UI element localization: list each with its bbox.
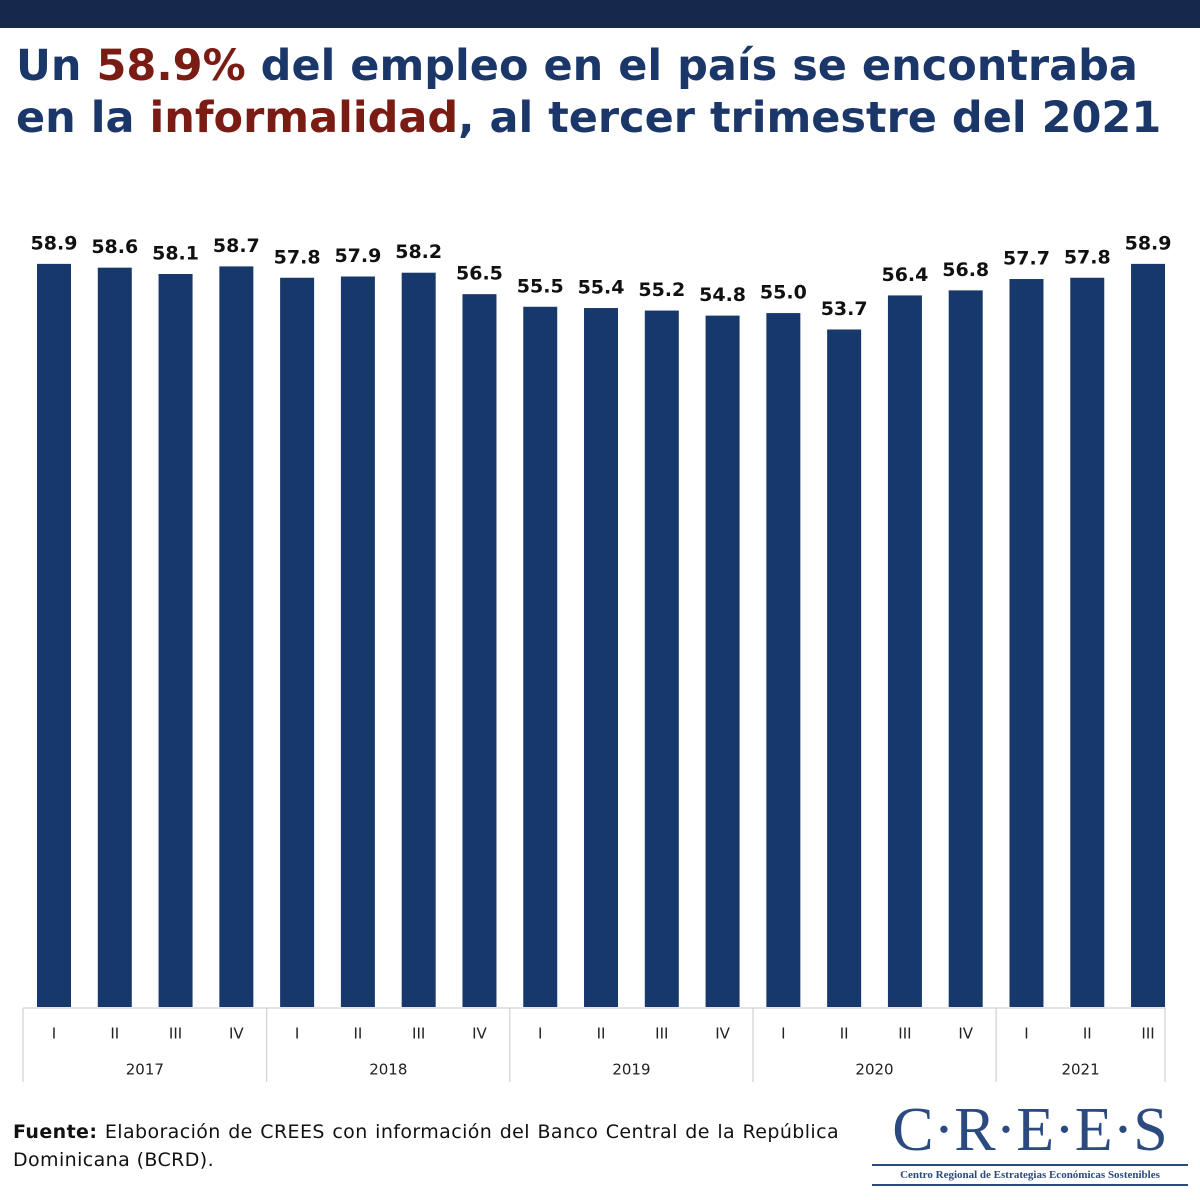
bar [1009,279,1044,1008]
group-label: 2017 [126,1061,164,1079]
bar [158,273,193,1007]
x-tick-label: III [1141,1025,1154,1043]
x-tick-label: III [412,1025,425,1043]
title-part: Un [16,41,97,91]
bar [948,290,983,1008]
x-tick-label: I [1024,1025,1028,1043]
bar [644,310,679,1007]
value-label: 58.1 [152,242,199,264]
source-label: Fuente: [13,1121,98,1143]
x-tick-label: IV [229,1025,244,1043]
value-label: 57.7 [1003,248,1050,270]
value-label: 58.9 [1125,232,1172,254]
value-label: 58.7 [213,235,260,257]
value-label: 55.4 [578,277,625,299]
group-label: 2020 [855,1061,893,1079]
bar [97,267,132,1007]
source-text: Elaboración de CREES con información del… [13,1121,839,1171]
logo-tagline: Centro Regional de Estrategias Económica… [872,1164,1188,1186]
value-label: 56.4 [881,264,928,286]
title-part: 58.9% [96,41,246,91]
value-label: 58.6 [91,236,138,258]
x-tick-label: II [1083,1025,1092,1043]
bar [340,276,375,1007]
value-label: 54.8 [699,284,746,306]
group-label: 2018 [369,1061,407,1079]
bar [705,315,740,1007]
x-tick-label: IV [472,1025,487,1043]
group-label: 2019 [612,1061,650,1079]
x-tick-label: III [169,1025,182,1043]
value-label: 55.0 [760,282,807,304]
value-label: 53.7 [821,298,868,320]
value-label: 58.9 [31,232,78,254]
top-band [0,0,1200,28]
x-tick-label: II [353,1025,362,1043]
bar [1131,263,1166,1008]
x-tick-label: I [52,1025,56,1043]
value-label: 57.9 [334,245,381,267]
logo: C·R·E·E·S Centro Regional de Estrategias… [872,1098,1188,1186]
bar [401,272,436,1008]
bar [219,266,254,1007]
x-tick-label: I [538,1025,542,1043]
value-label: 57.8 [1064,246,1111,268]
bar [462,294,497,1007]
x-tick-label: IV [715,1025,730,1043]
logo-name: C·R·E·E·S [892,1096,1168,1164]
x-tick-label: I [781,1025,785,1043]
x-tick-label: II [840,1025,849,1043]
bar [1070,277,1105,1007]
value-label: 55.5 [517,275,564,297]
value-label: 56.8 [942,259,989,281]
bar [827,329,862,1007]
value-label: 56.5 [456,263,503,285]
title-part: , al tercer trimestre del 2021 [458,93,1162,143]
source-note: Fuente: Elaboración de CREES con informa… [13,1118,839,1174]
value-label: 58.2 [395,241,442,263]
x-tick-label: III [898,1025,911,1043]
x-tick-label: I [295,1025,299,1043]
chart-title: Un 58.9% del empleo en el país se encont… [16,40,1186,144]
value-label: 57.8 [274,246,321,268]
bar [523,306,558,1007]
chart: 58.9I58.6II58.1III58.7IV201757.8I57.9II5… [22,232,1172,1082]
group-label: 2021 [1061,1061,1099,1079]
x-tick-label: II [597,1025,606,1043]
bar [37,263,71,1008]
bar [280,277,315,1007]
x-tick-label: II [110,1025,119,1043]
bar [766,313,801,1007]
bar [584,308,619,1008]
title-part: informalidad [149,93,459,143]
x-tick-label: IV [958,1025,973,1043]
bar [887,295,922,1007]
x-tick-label: III [655,1025,668,1043]
title-part: del empleo en el país se encontraba en l… [16,41,1138,143]
value-label: 55.2 [638,279,685,301]
